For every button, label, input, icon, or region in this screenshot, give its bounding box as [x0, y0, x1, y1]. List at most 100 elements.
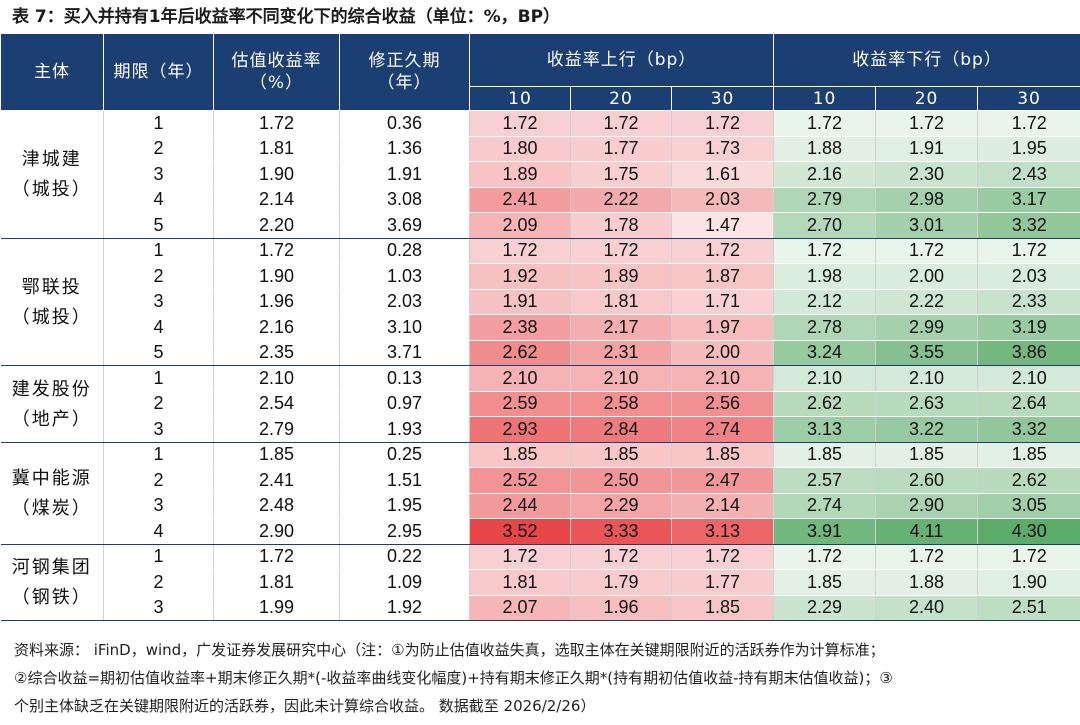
- yield-up-cell: 2.93: [469, 416, 571, 443]
- yield-down-cell: 3.22: [875, 416, 978, 443]
- header-down-bp-20: 20: [875, 86, 979, 111]
- yield-up-cell: 1.71: [670, 289, 774, 315]
- yield-down-cell: 2.90: [875, 493, 978, 519]
- yield-down-cell: 2.22: [875, 289, 978, 315]
- source-note-line-2: ②综合收益=期初估值收益率+期末修正久期*(-收益率曲线变化幅度)+持有期末修正…: [14, 669, 893, 687]
- table-row: 3 2.48 1.95 2.44 2.29 2.14 2.74 2.90 3.05: [1, 493, 1080, 519]
- yield-down-cell: 1.72: [977, 110, 1080, 137]
- table-row: 2 1.90 1.03 1.92 1.89 1.87 1.98 2.00 2.03: [1, 263, 1080, 290]
- yield-cell: 1.85: [213, 442, 340, 468]
- term-cell: 3: [103, 416, 214, 443]
- yield-down-cell: 2.62: [977, 467, 1080, 494]
- yield-up-cell: 3.52: [469, 518, 571, 545]
- entity-cell: 鄂联投 （城投）: [0, 238, 104, 366]
- yield-down-cell: 3.17: [977, 187, 1080, 213]
- duration-cell: 2.03: [339, 289, 470, 315]
- yield-up-cell: 1.97: [670, 314, 774, 341]
- yield-up-cell: 1.85: [469, 442, 571, 468]
- yield-cell: 2.10: [213, 365, 340, 392]
- table-row: 建发股份 （地产） 1 2.10 0.13 2.10 2.10 2.10 2.10 2.10 2.1…: [0, 365, 1080, 443]
- table-row: 2 1.81 1.09 1.81 1.79 1.77 1.85 1.88 1.90: [1, 569, 1080, 596]
- yield-up-cell: 2.10: [670, 365, 774, 392]
- yield-cell: 1.72: [213, 544, 340, 570]
- yield-down-cell: 3.32: [977, 416, 1080, 443]
- yield-up-cell: 1.89: [469, 161, 571, 188]
- yield-cell: 1.90: [213, 161, 340, 188]
- duration-cell: 0.13: [339, 365, 470, 392]
- yield-down-cell: 1.72: [977, 238, 1080, 264]
- yield-down-cell: 3.32: [977, 212, 1080, 239]
- yield-down-cell: 1.88: [875, 569, 978, 596]
- duration-cell: 1.51: [339, 467, 470, 494]
- yield-up-cell: 1.47: [670, 212, 774, 239]
- table-row: 4 2.14 3.08 2.41 2.22 2.03 2.79 2.98 3.17: [1, 187, 1080, 213]
- table-row: 3 1.99 1.92 2.07 1.96 1.85 2.29 2.40 2.51: [1, 595, 1080, 621]
- yield-up-cell: 2.31: [570, 340, 672, 366]
- source-note: 资料来源： iFinD，wind，广发证券发展研究中心（注：①为防止估值收益失真…: [14, 636, 1070, 720]
- yield-cell: 1.96: [213, 289, 340, 315]
- header-duration: 修正久期 （年）: [339, 33, 470, 111]
- yield-down-cell: 1.72: [875, 110, 978, 137]
- yield-up-cell: 2.17: [570, 314, 672, 341]
- yield-down-cell: 2.40: [875, 595, 978, 621]
- yield-up-cell: 2.38: [469, 314, 571, 341]
- yield-down-cell: 3.19: [977, 314, 1080, 341]
- yield-down-cell: 2.16: [773, 161, 876, 188]
- duration-cell: 3.08: [339, 187, 470, 213]
- yield-down-cell: 1.85: [875, 442, 978, 468]
- yield-up-cell: 1.78: [570, 212, 672, 239]
- yield-up-cell: 1.87: [670, 263, 774, 290]
- table-row: 2 2.54 0.97 2.59 2.58 2.56 2.62 2.63 2.64: [1, 391, 1080, 417]
- yield-down-cell: 2.64: [977, 391, 1080, 417]
- yield-down-cell: 2.00: [875, 263, 978, 290]
- term-cell: 5: [103, 212, 214, 239]
- yield-down-cell: 2.03: [977, 263, 1080, 290]
- table-row: 5 2.35 3.71 2.62 2.31 2.00 3.24 3.55 3.86: [1, 340, 1080, 366]
- yield-down-cell: 2.43: [977, 161, 1080, 188]
- duration-cell: 0.97: [339, 391, 470, 417]
- yield-cell: 2.16: [213, 314, 340, 341]
- yield-up-cell: 2.09: [469, 212, 571, 239]
- table-row: 5 2.20 3.69 2.09 1.78 1.47 2.70 3.01 3.32: [1, 212, 1080, 239]
- yield-down-cell: 2.29: [773, 595, 876, 621]
- entity-cell: 津城建 （城投）: [0, 110, 104, 239]
- yield-up-cell: 2.52: [469, 467, 571, 494]
- yield-up-cell: 2.00: [670, 340, 774, 366]
- yield-up-cell: 1.72: [670, 238, 774, 264]
- term-cell: 3: [103, 595, 214, 621]
- yield-up-cell: 1.75: [570, 161, 672, 188]
- duration-cell: 1.09: [339, 569, 470, 596]
- header-up-bp-20: 20: [570, 86, 672, 111]
- yield-down-cell: 4.11: [875, 518, 978, 545]
- yield-up-cell: 2.59: [469, 391, 571, 417]
- table-row: 河钢集团 （钢铁） 1 1.72 0.22 1.72 1.72 1.72 1.72 1.72 1.7…: [0, 544, 1080, 621]
- yield-up-cell: 2.84: [570, 416, 672, 443]
- yield-down-cell: 2.51: [977, 595, 1080, 621]
- yield-up-cell: 1.80: [469, 136, 571, 162]
- duration-cell: 1.93: [339, 416, 470, 443]
- entity-name: 鄂联投: [21, 276, 82, 297]
- yield-up-cell: 1.77: [670, 569, 774, 596]
- yield-down-cell: 1.85: [977, 442, 1080, 468]
- table-row: 2 1.81 1.36 1.80 1.77 1.73 1.88 1.91 1.95: [1, 136, 1080, 162]
- yield-down-cell: 2.10: [977, 365, 1080, 392]
- yield-up-cell: 1.72: [469, 544, 571, 570]
- entity-cell: 建发股份 （地产）: [0, 365, 104, 443]
- yield-cell: 1.90: [213, 263, 340, 290]
- table-row: 4 2.90 2.95 3.52 3.33 3.13 3.91 4.11 4.30: [1, 518, 1080, 545]
- yield-table: 主体 期限（年） 估值收益率 （%） 修正久期 （年） 收益率上行（bp） 收益…: [0, 33, 1080, 621]
- yield-up-cell: 2.56: [670, 391, 774, 417]
- header-down-bp-10: 10: [773, 86, 877, 111]
- duration-cell: 1.36: [339, 136, 470, 162]
- term-cell: 2: [103, 136, 214, 162]
- yield-up-cell: 1.72: [570, 110, 672, 137]
- yield-down-cell: 1.95: [977, 136, 1080, 162]
- table-title: 表 7：买入并持有1年后收益率不同变化下的综合收益（单位：%，BP）: [12, 7, 561, 27]
- header-yield-down: 收益率下行（bp）: [773, 33, 1080, 87]
- yield-up-cell: 1.72: [670, 110, 774, 137]
- header-entity: 主体: [0, 33, 104, 111]
- table-row: 2 2.41 1.51 2.52 2.50 2.47 2.57 2.60 2.62: [1, 467, 1080, 494]
- yield-up-cell: 1.96: [570, 595, 672, 621]
- table-header: 主体 期限（年） 估值收益率 （%） 修正久期 （年） 收益率上行（bp） 收益…: [0, 33, 1080, 111]
- yield-up-cell: 2.22: [570, 187, 672, 213]
